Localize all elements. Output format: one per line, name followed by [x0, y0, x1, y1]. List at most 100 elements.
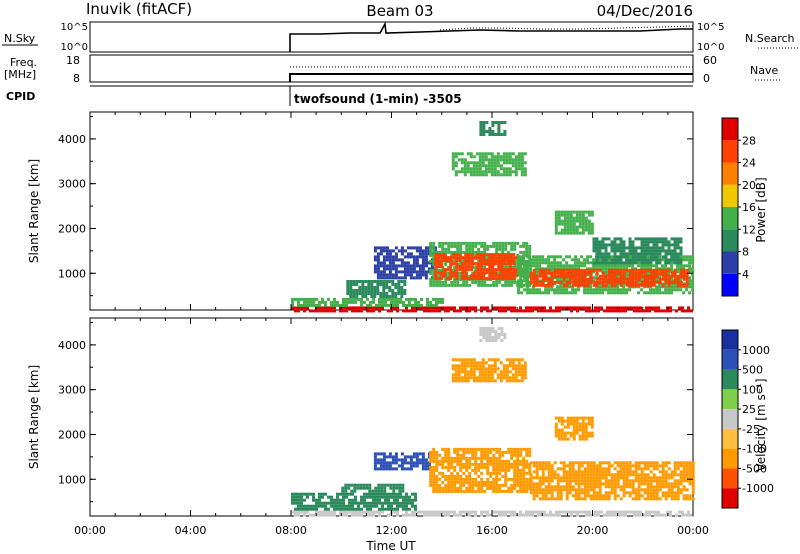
- velocity-cell: [447, 510, 450, 514]
- power-cell: [670, 274, 674, 278]
- velocity-cell: [691, 473, 695, 477]
- velocity-cell: [640, 470, 644, 474]
- power-cell: [637, 258, 641, 262]
- velocity-cell: [409, 467, 413, 471]
- power-cell: [538, 268, 542, 272]
- power-cell: [563, 210, 567, 214]
- power-cell: [634, 277, 638, 281]
- power-cell: [607, 274, 611, 278]
- power-cell: [513, 306, 516, 310]
- power-cell: [584, 222, 588, 226]
- power-cell: [432, 247, 436, 251]
- velocity-cell: [387, 495, 390, 499]
- power-cell: [478, 173, 482, 177]
- power-cell: [318, 303, 321, 307]
- velocity-cell: [519, 477, 523, 481]
- velocity-cell: [291, 501, 294, 505]
- power-cell: [435, 283, 439, 287]
- velocity-cell: [303, 492, 306, 496]
- power-cell: [670, 249, 674, 253]
- power-cell: [538, 271, 542, 275]
- velocity-cell: [572, 425, 576, 429]
- velocity-cell: [488, 336, 492, 339]
- power-cell: [444, 277, 448, 281]
- velocity-cell: [450, 465, 454, 469]
- power-cell: [424, 264, 428, 268]
- power-cell: [477, 280, 481, 284]
- velocity-cell: [586, 482, 590, 486]
- velocity-cell: [324, 510, 327, 514]
- velocity-cell: [466, 370, 470, 374]
- velocity-cell: [568, 476, 572, 480]
- power-cell: [396, 303, 399, 307]
- power-cell: [447, 250, 451, 254]
- velocity-cell: [432, 465, 436, 469]
- velocity-cell: [553, 473, 557, 477]
- power-cell: [481, 158, 485, 162]
- power-cell: [508, 173, 512, 177]
- velocity-cell: [488, 327, 492, 330]
- velocity-cell: [468, 486, 472, 490]
- power-cell: [504, 309, 507, 313]
- velocity-cell: [363, 498, 366, 502]
- power-cell: [676, 237, 680, 241]
- cpid-row: CPID twofsound (1-min) -3505: [6, 85, 693, 106]
- power-cell: [429, 259, 433, 263]
- power-cell: [572, 222, 576, 226]
- velocity-cell: [571, 494, 575, 498]
- velocity-cell: [495, 468, 499, 472]
- power-colorbar-segment: [722, 251, 738, 274]
- power-cell: [479, 256, 483, 260]
- velocity-cell: [522, 513, 525, 517]
- power-cell: [345, 306, 348, 310]
- power-cell: [360, 297, 363, 301]
- velocity-cell: [453, 474, 457, 478]
- power-cell: [550, 280, 554, 284]
- power-ytick-label: 3000: [58, 178, 86, 191]
- power-cell: [490, 167, 494, 171]
- power-cell: [621, 306, 624, 310]
- power-cell: [637, 237, 641, 241]
- power-cell: [679, 261, 683, 265]
- velocity-cell: [447, 462, 451, 466]
- velocity-cell: [556, 479, 560, 483]
- power-cell: [613, 271, 617, 275]
- power-cell: [440, 262, 444, 266]
- velocity-cell: [525, 471, 529, 475]
- velocity-cell: [432, 483, 436, 487]
- power-cell: [601, 283, 605, 287]
- power-cell: [473, 271, 477, 275]
- power-cell: [575, 213, 579, 217]
- velocity-cell: [502, 373, 506, 377]
- power-cell: [595, 264, 599, 268]
- velocity-cell: [369, 495, 372, 499]
- power-cell: [658, 288, 662, 292]
- velocity-xtick-label: 04:00: [175, 524, 207, 537]
- velocity-cell: [679, 464, 683, 468]
- velocity-cell: [488, 333, 492, 336]
- power-cell: [370, 286, 374, 289]
- velocity-cell: [501, 474, 505, 478]
- power-cell: [598, 240, 602, 244]
- power-cell: [485, 259, 489, 263]
- velocity-cell: [637, 461, 641, 465]
- power-cell: [391, 280, 395, 283]
- power-cell: [568, 255, 572, 259]
- power-cell: [598, 255, 602, 259]
- power-cell: [676, 288, 680, 292]
- power-cell: [547, 280, 551, 284]
- velocity-cell: [491, 330, 495, 333]
- power-cell: [519, 309, 522, 313]
- power-cell: [615, 306, 618, 310]
- power-cell: [491, 262, 495, 266]
- power-cell: [476, 277, 480, 281]
- power-colorbar-segment: [722, 207, 738, 230]
- power-cell: [664, 240, 668, 244]
- power-cell: [507, 265, 511, 269]
- velocity-cell: [400, 467, 404, 471]
- velocity-cell: [553, 485, 557, 489]
- power-cell: [634, 258, 638, 262]
- velocity-cell: [353, 489, 357, 493]
- velocity-cell: [315, 501, 318, 505]
- power-cell: [453, 306, 456, 310]
